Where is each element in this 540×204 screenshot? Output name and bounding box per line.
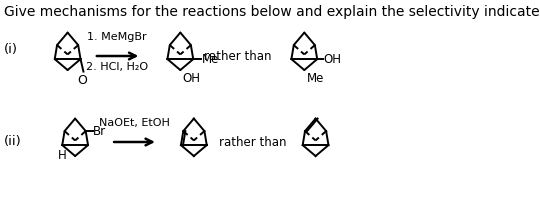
Text: (ii): (ii) — [4, 135, 22, 149]
Text: rather than: rather than — [204, 50, 271, 62]
Text: OH: OH — [183, 72, 200, 85]
Text: 1. MeMgBr: 1. MeMgBr — [87, 32, 147, 42]
Text: NaOEt, EtOH: NaOEt, EtOH — [99, 118, 170, 128]
Text: rather than: rather than — [219, 135, 286, 149]
Text: Give mechanisms for the reactions below and explain the selectivity indicated.: Give mechanisms for the reactions below … — [4, 5, 540, 19]
Text: Me: Me — [307, 72, 324, 85]
Text: (i): (i) — [4, 42, 18, 55]
Text: Me: Me — [202, 53, 219, 66]
Text: OH: OH — [323, 53, 342, 66]
Text: 2. HCl, H₂O: 2. HCl, H₂O — [86, 62, 148, 72]
Text: H: H — [58, 149, 66, 162]
Text: Br: Br — [93, 125, 106, 137]
Text: O: O — [77, 74, 87, 87]
